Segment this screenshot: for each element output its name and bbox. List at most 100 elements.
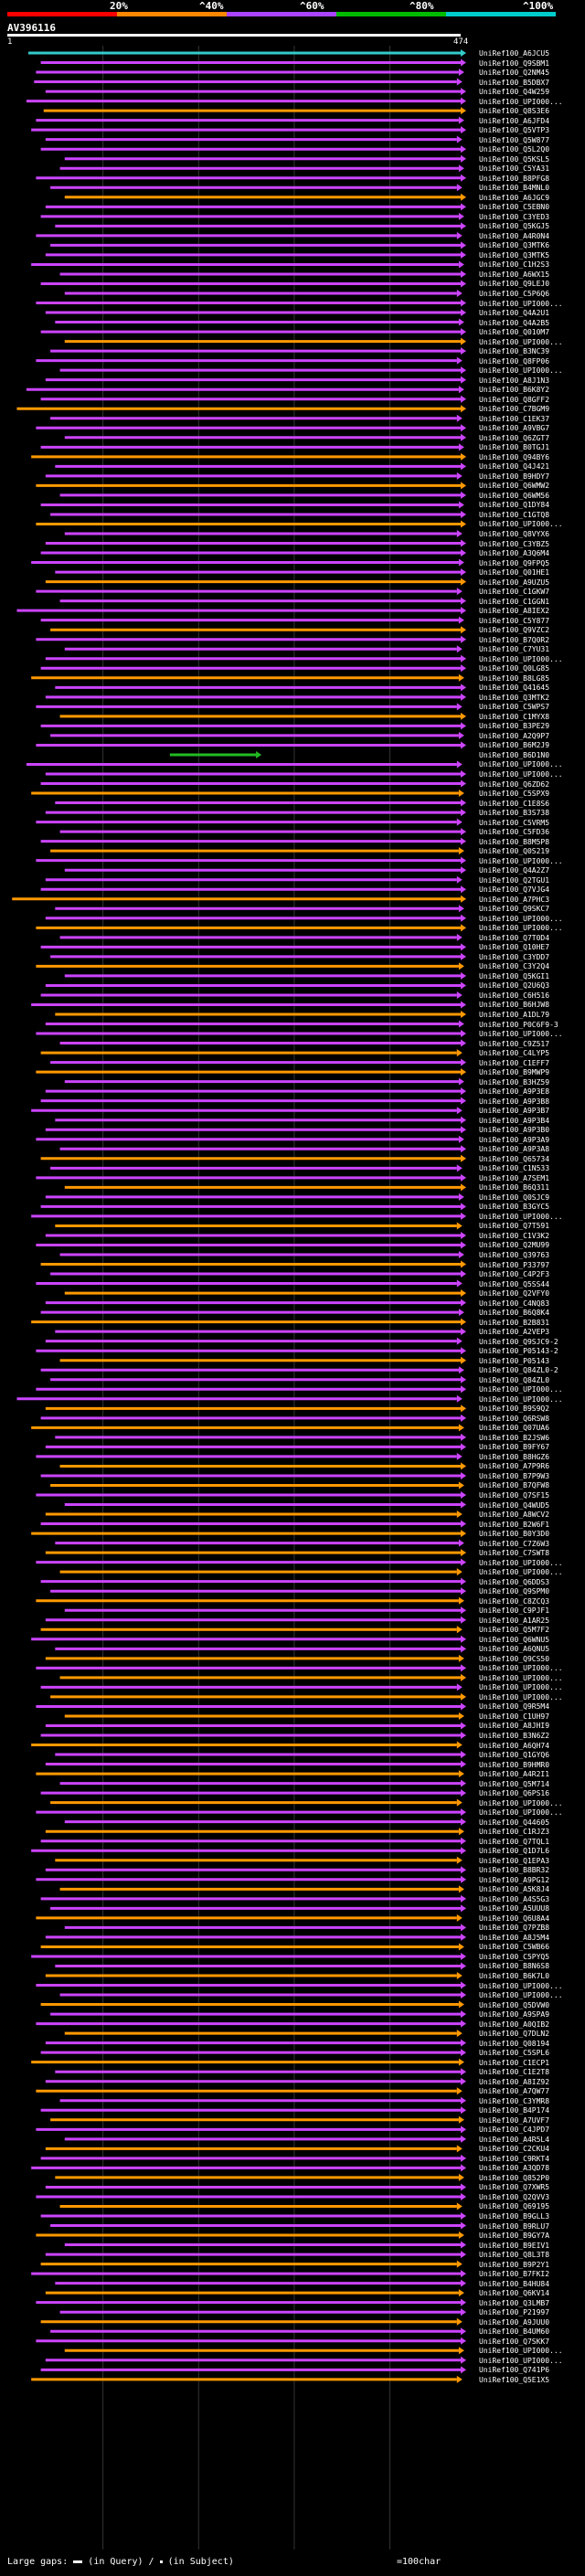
hit-label[interactable]: UniRef100_C1ECP1 bbox=[479, 2058, 550, 2067]
hit-label[interactable]: UniRef100_Q9SKC7 bbox=[479, 905, 550, 914]
hit-label[interactable]: UniRef100_Q6U8A4 bbox=[479, 1913, 550, 1923]
hit-label[interactable]: UniRef100_B9MWP9 bbox=[479, 1068, 550, 1077]
hit-label[interactable]: UniRef100_C5YA31 bbox=[479, 164, 550, 174]
hit-label[interactable]: UniRef100_Q4A2B5 bbox=[479, 318, 550, 327]
hit-label[interactable]: UniRef100_C1MYX8 bbox=[479, 712, 550, 721]
hit-label[interactable]: UniRef100_Q2MU99 bbox=[479, 1241, 550, 1250]
hit-label[interactable]: UniRef100_A9UZU5 bbox=[479, 578, 550, 587]
hit-label[interactable]: UniRef100_Q3LMB7 bbox=[479, 2298, 550, 2307]
hit-label[interactable]: UniRef100_Q9CS50 bbox=[479, 1654, 550, 1663]
hit-label[interactable]: UniRef100_Q5DVW0 bbox=[479, 2000, 550, 2009]
hit-label[interactable]: UniRef100_A8JHI9 bbox=[479, 1722, 550, 1731]
hit-label[interactable]: UniRef100_B0TGJ1 bbox=[479, 443, 550, 452]
hit-label[interactable]: UniRef100_Q84ZL0 bbox=[479, 1375, 550, 1384]
hit-label[interactable]: UniRef100_Q8VYX6 bbox=[479, 530, 550, 538]
hit-label[interactable]: UniRef100_Q65734 bbox=[479, 1154, 550, 1163]
hit-label[interactable]: UniRef100_Q1EPA3 bbox=[479, 1856, 550, 1865]
hit-label[interactable]: UniRef100_A2VEP3 bbox=[479, 1328, 550, 1337]
hit-label[interactable]: UniRef100_Q5W877 bbox=[479, 135, 550, 144]
hit-label[interactable]: UniRef100_B6D1N0 bbox=[479, 750, 550, 759]
hit-label[interactable]: UniRef100_C9PJF1 bbox=[479, 1606, 550, 1616]
hit-label[interactable]: UniRef100_C5SPX9 bbox=[479, 790, 550, 799]
hit-label[interactable]: UniRef100_UPI000... bbox=[479, 1683, 563, 1692]
hit-label[interactable]: UniRef100_Q4J421 bbox=[479, 462, 550, 472]
hit-label[interactable]: UniRef100_Q8S3E6 bbox=[479, 107, 550, 116]
hit-label[interactable]: UniRef100_UPI000... bbox=[479, 1212, 563, 1221]
hit-label[interactable]: UniRef100_A9VBG7 bbox=[479, 424, 550, 433]
hit-label[interactable]: UniRef100_UPI000... bbox=[479, 337, 563, 346]
hit-label[interactable]: UniRef100_B9GY7A bbox=[479, 2231, 550, 2241]
hit-label[interactable]: UniRef100_A8WCV2 bbox=[479, 1511, 550, 1520]
hit-label[interactable]: UniRef100_Q0LG85 bbox=[479, 664, 550, 673]
hit-label[interactable]: UniRef100_Q6WMW2 bbox=[479, 482, 550, 491]
hit-label[interactable]: UniRef100_Q9SBM1 bbox=[479, 58, 550, 68]
hit-label[interactable]: UniRef100_Q6ZGT7 bbox=[479, 433, 550, 442]
hit-label[interactable]: UniRef100_A7P9R6 bbox=[479, 1462, 550, 1471]
hit-label[interactable]: UniRef100_A5UUU8 bbox=[479, 1904, 550, 1913]
hit-label[interactable]: UniRef100_Q6ZD62 bbox=[479, 779, 550, 789]
hit-label[interactable]: UniRef100_Q7T0D4 bbox=[479, 933, 550, 942]
hit-label[interactable]: UniRef100_A6JCU5 bbox=[479, 49, 550, 58]
hit-label[interactable]: UniRef100_Q7VJG4 bbox=[479, 885, 550, 895]
hit-label[interactable]: UniRef100_C1E8S6 bbox=[479, 799, 550, 808]
hit-label[interactable]: UniRef100_Q41645 bbox=[479, 684, 550, 693]
hit-label[interactable]: UniRef100_B9S9Q2 bbox=[479, 1405, 550, 1414]
hit-label[interactable]: UniRef100_A9P3E8 bbox=[479, 1087, 550, 1097]
hit-label[interactable]: UniRef100_UPI000... bbox=[479, 770, 563, 779]
hit-label[interactable]: UniRef100_Q94BY6 bbox=[479, 452, 550, 461]
hit-label[interactable]: UniRef100_A4R0N4 bbox=[479, 231, 550, 240]
hit-label[interactable]: UniRef100_C5VRM5 bbox=[479, 818, 550, 827]
hit-label[interactable]: UniRef100_UPI000... bbox=[479, 1030, 563, 1039]
hit-label[interactable]: UniRef100_C1E2T8 bbox=[479, 2068, 550, 2077]
hit-label[interactable]: UniRef100_UPI000... bbox=[479, 924, 563, 933]
hit-label[interactable]: UniRef100_Q7PZB8 bbox=[479, 1924, 550, 1933]
hit-label[interactable]: UniRef100_C5EBN0 bbox=[479, 203, 550, 212]
hit-label[interactable]: UniRef100_UPI000... bbox=[479, 1808, 563, 1818]
hit-label[interactable]: UniRef100_Q7T591 bbox=[479, 1222, 550, 1231]
hit-label[interactable]: UniRef100_B8LG85 bbox=[479, 673, 550, 683]
hit-label[interactable]: UniRef100_Q3MTK2 bbox=[479, 693, 550, 702]
hit-label[interactable]: UniRef100_Q8FP06 bbox=[479, 356, 550, 366]
hit-label[interactable]: UniRef100_A5K8J4 bbox=[479, 1885, 550, 1894]
hit-label[interactable]: UniRef100_Q08194 bbox=[479, 2039, 550, 2048]
hit-label[interactable]: UniRef100_B3HZ59 bbox=[479, 1077, 550, 1087]
hit-label[interactable]: UniRef100_B6HJW8 bbox=[479, 1001, 550, 1010]
hit-label[interactable]: UniRef100_Q5L2Q0 bbox=[479, 145, 550, 154]
hit-label[interactable]: UniRef100_C5Y877 bbox=[479, 616, 550, 625]
hit-label[interactable]: UniRef100_Q4A2Z7 bbox=[479, 866, 550, 875]
hit-label[interactable]: UniRef100_Q8L3T8 bbox=[479, 2251, 550, 2260]
hit-label[interactable]: UniRef100_B7Q0R2 bbox=[479, 635, 550, 644]
hit-label[interactable]: UniRef100_P05143 bbox=[479, 1356, 550, 1365]
hit-label[interactable]: UniRef100_C9Z517 bbox=[479, 1039, 550, 1048]
hit-label[interactable]: UniRef100_Q5SS44 bbox=[479, 1279, 550, 1288]
hit-label[interactable]: UniRef100_Q10HE7 bbox=[479, 943, 550, 952]
hit-label[interactable]: UniRef100_Q39763 bbox=[479, 1251, 550, 1259]
hit-label[interactable]: UniRef100_Q852P0 bbox=[479, 2173, 550, 2182]
hit-label[interactable]: UniRef100_UPI000... bbox=[479, 914, 563, 923]
hit-label[interactable]: UniRef100_B6Q8K4 bbox=[479, 1309, 550, 1318]
hit-label[interactable]: UniRef100_B0Y3D0 bbox=[479, 1530, 550, 1539]
hit-label[interactable]: UniRef100_UPI000... bbox=[479, 1664, 563, 1673]
hit-label[interactable]: UniRef100_P33797 bbox=[479, 1260, 550, 1269]
hit-label[interactable]: UniRef100_UPI000... bbox=[479, 2356, 563, 2365]
hit-label[interactable]: UniRef100_C3YMR8 bbox=[479, 2096, 550, 2105]
hit-label[interactable]: UniRef100_Q6PS16 bbox=[479, 1789, 550, 1798]
hit-label[interactable]: UniRef100_Q5KSL5 bbox=[479, 154, 550, 164]
hit-label[interactable]: UniRef100_B8BR32 bbox=[479, 1866, 550, 1875]
hit-label[interactable]: UniRef100_C2CKU4 bbox=[479, 2145, 550, 2154]
hit-label[interactable]: UniRef100_A8J1N3 bbox=[479, 376, 550, 385]
hit-label[interactable]: UniRef100_A7QW77 bbox=[479, 2087, 550, 2096]
hit-label[interactable]: UniRef100_B8M5P8 bbox=[479, 837, 550, 846]
hit-label[interactable]: UniRef100_UPI000... bbox=[479, 1558, 563, 1567]
hit-label[interactable]: UniRef100_Q6RSW8 bbox=[479, 1414, 550, 1423]
hit-label[interactable]: UniRef100_C1GKW7 bbox=[479, 588, 550, 597]
hit-label[interactable]: UniRef100_P0C6F9-3 bbox=[479, 1020, 558, 1029]
hit-label[interactable]: UniRef100_B2W6F1 bbox=[479, 1520, 550, 1529]
hit-label[interactable]: UniRef100_Q1GYQ6 bbox=[479, 1751, 550, 1760]
hit-label[interactable]: UniRef100_Q01HE1 bbox=[479, 568, 550, 578]
hit-label[interactable]: UniRef100_Q2VFY0 bbox=[479, 1289, 550, 1299]
hit-label[interactable]: UniRef100_C1RJZ3 bbox=[479, 1828, 550, 1837]
hit-label[interactable]: UniRef100_Q5M7F2 bbox=[479, 1626, 550, 1635]
hit-label[interactable]: UniRef100_B2B831 bbox=[479, 1318, 550, 1327]
hit-label[interactable]: UniRef100_Q4W259 bbox=[479, 88, 550, 97]
